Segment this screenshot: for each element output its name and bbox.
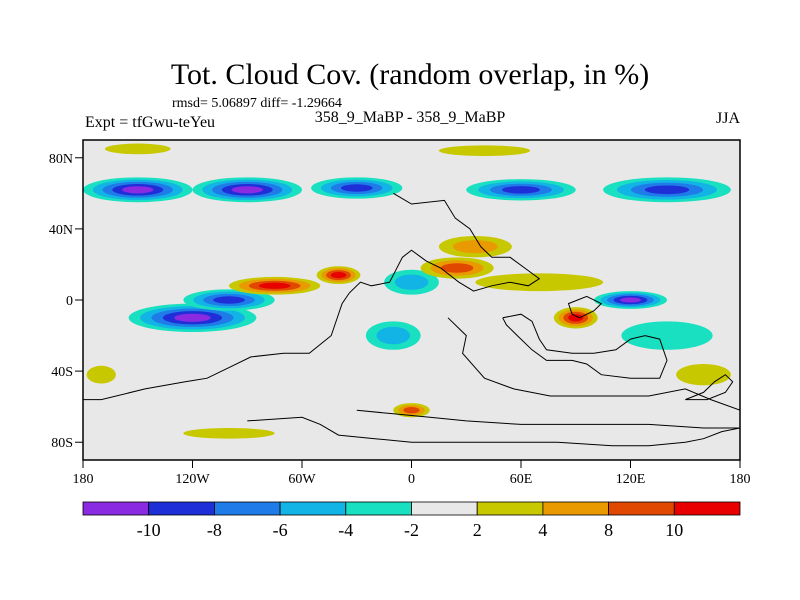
colorbar-swatch-6 [476,501,544,516]
colorbar-label-3: -4 [338,520,353,540]
y-axis-tick-label-0: 80N [49,152,73,167]
anomaly-region-12-level-3 [330,272,347,279]
y-axis-tick-label-2: 0 [66,294,73,309]
colorbar-label-2: -6 [273,520,288,540]
colorbar-label-7: 8 [604,520,613,540]
anomaly-region-3-level-3 [501,186,541,194]
coastline-1 [447,317,740,411]
colorbar-label-1: -8 [207,520,222,540]
anomaly-region-4-level-3 [644,185,690,195]
anomaly-region-22-level-0 [183,428,275,439]
anomaly-region-19-level-2 [403,407,420,414]
colorbar-swatch-3 [279,501,347,516]
plot-area [83,140,740,460]
anomaly-region-13-level-2 [440,263,474,273]
coastline-5 [567,295,603,319]
anomaly-region-9-level-1 [376,326,411,345]
coastline-0 [83,192,541,401]
anomaly-region-14-level-1 [452,240,498,254]
anomaly-region-8-level-1 [394,274,429,290]
anomaly-region-2-level-3 [340,184,373,192]
anomaly-region-0-level-4 [122,186,154,194]
coastline-2 [356,409,740,429]
anomaly-region-1-level-4 [231,186,263,194]
colorbar: -10 -8 -6 -4 -2 2 4 8 10 [82,501,741,540]
anomaly-region-16-level-0 [475,273,604,292]
x-axis-tick-label-2: 60W [288,472,316,487]
colorbar-label-0: -10 [137,520,161,540]
x-axis: 180 120W 60W 0 60E 120E 180 [73,460,751,487]
stats-text: rmsd= 5.06897 diff= -1.29664 [172,96,342,111]
y-axis: 80N 40N 0 40S 80S [49,152,83,451]
colorbar-swatch-0 [82,501,150,516]
coastline-layer [83,192,740,447]
y-axis-tick-label-1: 40N [49,223,73,238]
colorbar-swatch-7 [542,501,610,516]
x-axis-tick-label-4: 60E [510,472,533,487]
x-axis-tick-label-5: 120E [616,472,646,487]
colorbar-label-8: 10 [665,520,683,540]
anomaly-region-20-level-0 [676,364,731,386]
x-axis-tick-label-6: 180 [730,472,751,487]
anomaly-region-15-level-3 [568,314,584,322]
x-axis-tick-label-1: 120W [175,472,210,487]
colorbar-swatch-1 [148,501,215,516]
y-axis-tick-label-3: 40S [51,365,73,380]
anomaly-region-11-level-3 [258,282,291,289]
colorbar-swatch-2 [213,501,281,516]
anomaly-region-7-level-4 [620,297,641,303]
anomaly-region-18-level-0 [438,145,531,157]
coastline-4 [502,313,668,379]
y-axis-tick-label-4: 80S [51,436,73,451]
colorbar-label-4: -2 [404,520,419,540]
colorbar-label-5: 2 [473,520,482,540]
anomaly-region-10-level-0 [621,321,713,350]
colorbar-swatch-8 [608,501,675,516]
anomaly-region-21-level-0 [86,365,116,384]
chart-title: Tot. Cloud Cov. (random overlap, in %) [171,58,649,91]
season-label: JJA [716,110,740,127]
colorbar-swatch-5 [411,501,478,516]
anomaly-region-5-level-4 [174,313,211,322]
anomaly-region-6-level-3 [213,296,245,304]
colorbar-label-6: 4 [538,520,547,540]
case-label: 358_9_MaBP - 358_9_MaBP [315,109,506,126]
x-axis-tick-label-3: 0 [408,472,415,487]
coastline-6 [685,374,734,401]
experiment-label: Expt = tfGwu-teYeu [85,114,215,131]
anomaly-region-17-level-0 [104,143,171,155]
x-axis-tick-label-0: 180 [73,472,94,487]
coastline-3 [247,416,740,447]
colorbar-swatch-4 [345,501,412,516]
colorbar-swatch-9 [673,501,741,516]
